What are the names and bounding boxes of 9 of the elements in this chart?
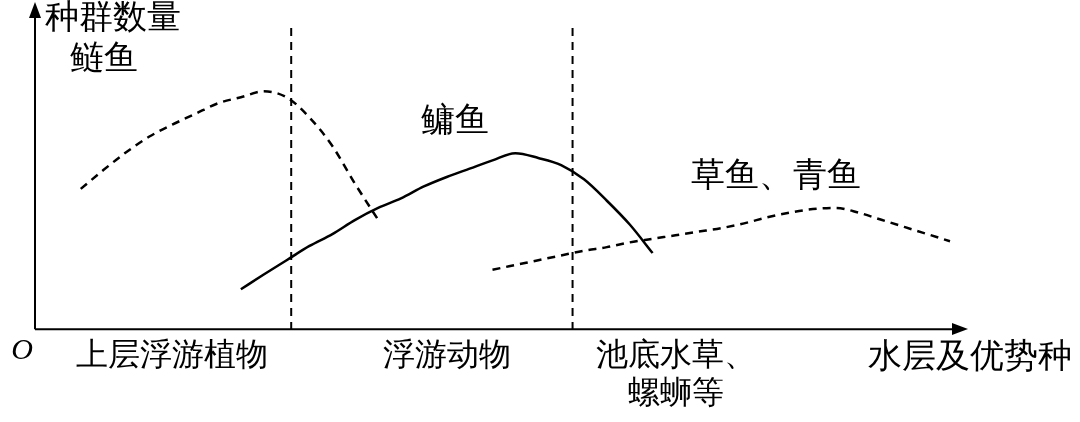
series-label: 草鱼、青鱼 (690, 155, 861, 193)
x-tick-label: 上层浮游植物 (76, 335, 269, 372)
series-label: 鳙鱼 (421, 101, 490, 139)
x-tick-label: 池底水草、螺蛳等 (595, 335, 756, 411)
y-axis-title: 种群数量 (45, 0, 181, 35)
series-label: 鲢鱼 (69, 39, 138, 77)
x-tick-label: 浮游动物 (382, 335, 511, 372)
x-axis-title: 水层及优势种 (868, 337, 1072, 375)
text: O (11, 332, 33, 366)
